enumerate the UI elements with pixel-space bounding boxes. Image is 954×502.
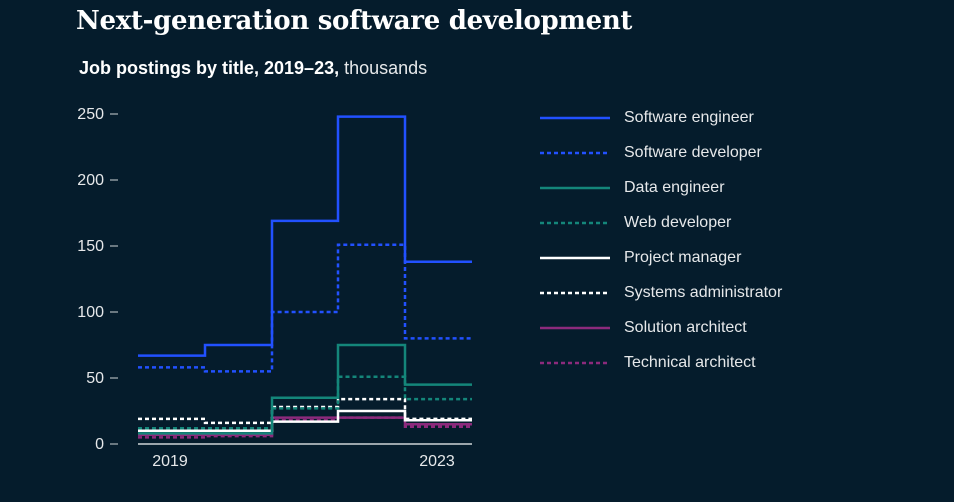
series-line-technical-architect xyxy=(138,416,472,439)
y-tick-label: 0 xyxy=(95,436,104,453)
legend-label: Project manager xyxy=(624,248,742,266)
legend-item-data-engineer: Data engineer xyxy=(540,170,782,205)
legend-swatch xyxy=(540,151,610,154)
legend-swatch xyxy=(540,221,610,224)
y-tick-label: 250 xyxy=(77,106,104,123)
series-line-project-manager xyxy=(138,409,472,433)
legend-label: Technical architect xyxy=(624,353,756,371)
legend-swatch xyxy=(540,361,610,364)
subtitle-unit: thousands xyxy=(344,58,428,78)
legend-swatch xyxy=(540,186,610,189)
x-tick-label: 2023 xyxy=(419,453,455,470)
legend-label: Data engineer xyxy=(624,178,725,196)
legend-label: Solution architect xyxy=(624,318,747,336)
legend-item-project-manager: Project manager xyxy=(540,240,782,275)
legend-item-systems-administrator: Systems administrator xyxy=(540,275,782,310)
legend-item-software-engineer: Software engineer xyxy=(540,100,782,135)
legend-label: Software engineer xyxy=(624,108,754,126)
legend-item-solution-architect: Solution architect xyxy=(540,310,782,345)
legend-swatch xyxy=(540,256,610,259)
series-line-software-developer xyxy=(138,243,472,373)
series-line-web-developer xyxy=(138,375,472,430)
y-tick-label: 100 xyxy=(77,304,104,321)
legend-item-web-developer: Web developer xyxy=(540,205,782,240)
chart-legend: Software engineer Software developer Data … xyxy=(540,100,782,380)
subtitle-main: Job postings by title, 2019–23, xyxy=(79,58,340,78)
legend-item-technical-architect: Technical architect xyxy=(540,345,782,380)
y-tick-label: 50 xyxy=(86,370,104,387)
legend-label: Software developer xyxy=(624,143,762,161)
chart-title: Next-generation software development xyxy=(76,6,633,36)
legend-swatch xyxy=(540,116,610,119)
series-line-solution-architect xyxy=(138,416,472,437)
x-tick-label: 2019 xyxy=(152,453,188,470)
legend-swatch xyxy=(540,326,610,329)
legend-label: Web developer xyxy=(624,213,732,231)
series-line-data-engineer xyxy=(138,343,472,435)
legend-swatch xyxy=(540,291,610,294)
legend-label: Systems administrator xyxy=(624,283,783,301)
y-tick-label: 150 xyxy=(77,238,104,255)
y-tick-label: 200 xyxy=(77,172,104,189)
legend-item-software-developer: Software developer xyxy=(540,135,782,170)
series-line-software-engineer xyxy=(138,115,472,357)
chart-subtitle: Job postings by title, 2019–23, thousand… xyxy=(79,58,427,79)
series-line-systems-administrator xyxy=(138,397,472,425)
